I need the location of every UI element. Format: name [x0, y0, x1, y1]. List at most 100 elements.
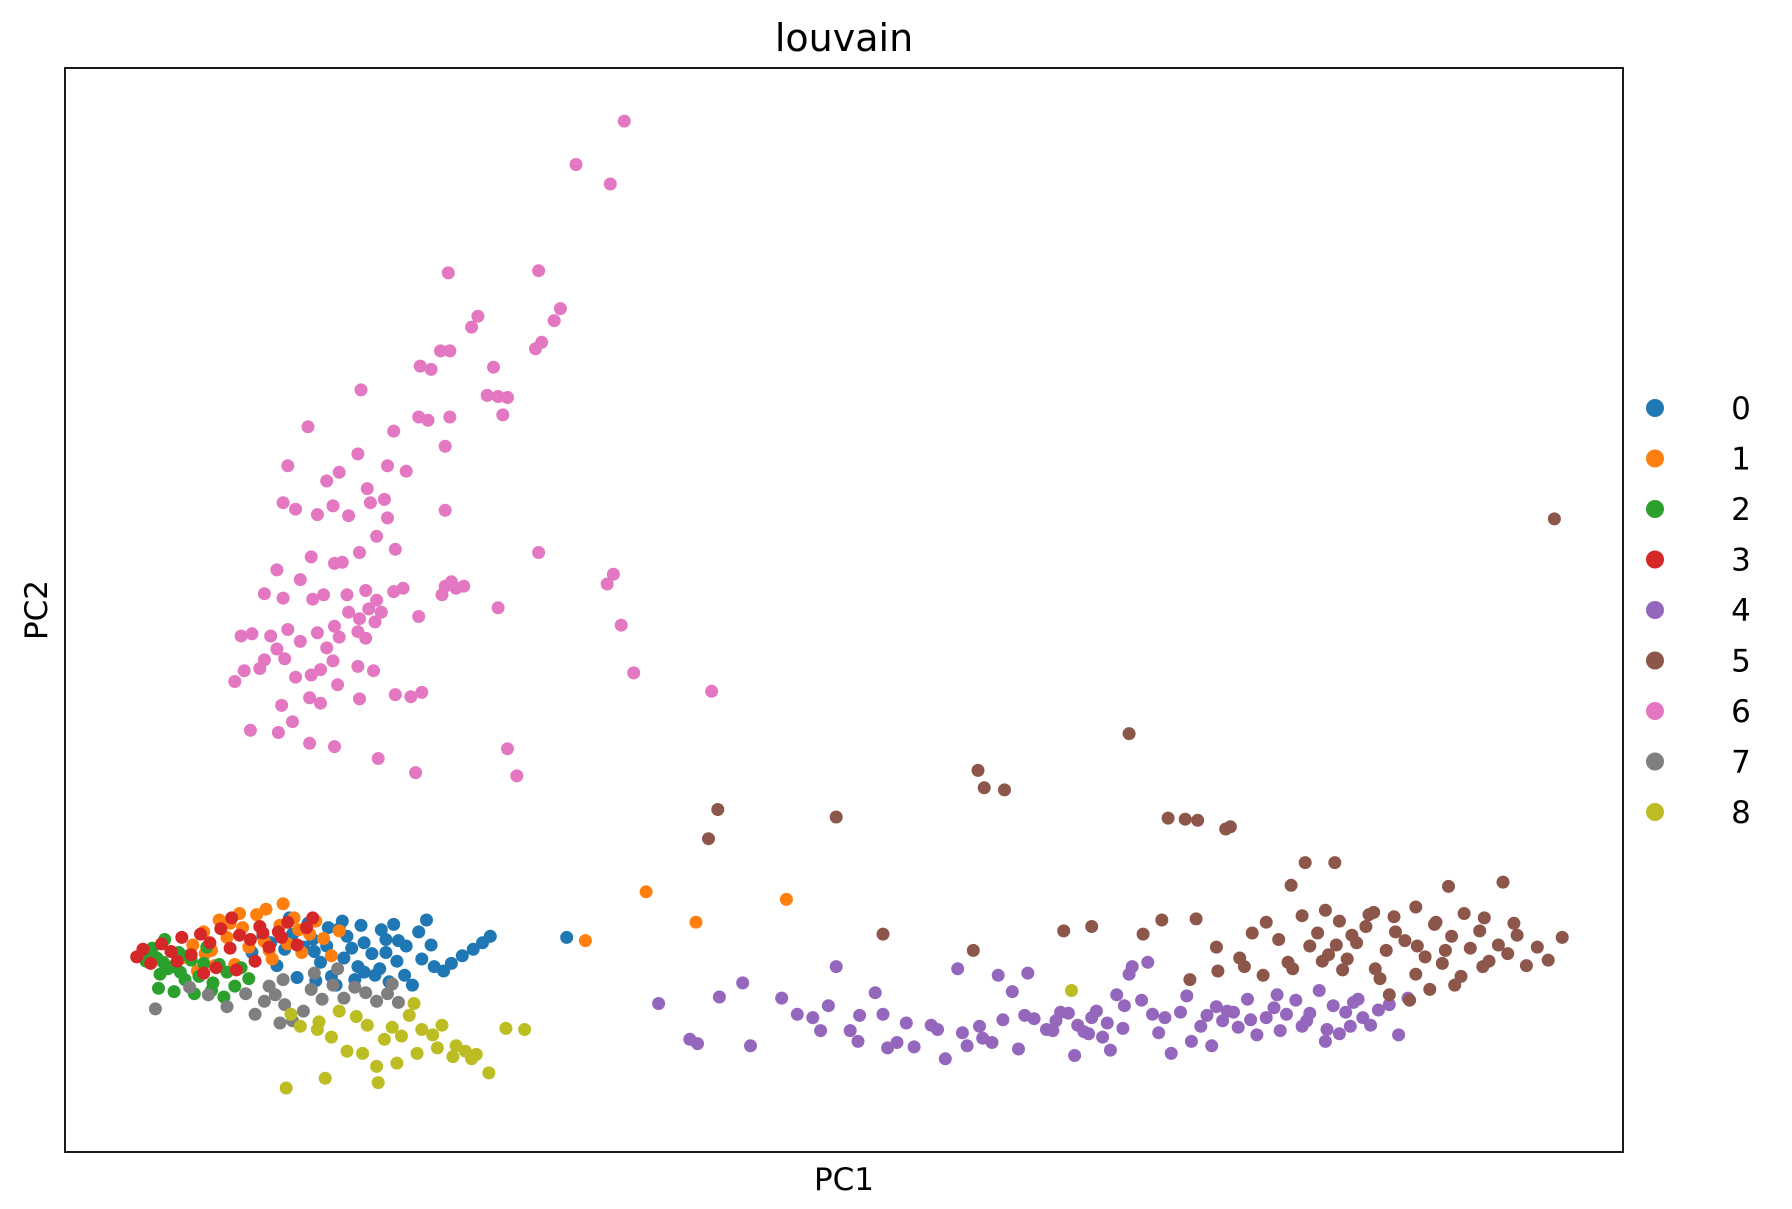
point-series-6-104	[303, 736, 317, 750]
point-series-3-5	[175, 930, 189, 944]
point-series-5-80	[1345, 928, 1359, 942]
legend-label-3: 3	[1731, 543, 1751, 579]
point-series-5-13	[1298, 856, 1312, 870]
points-layer	[130, 114, 1569, 1095]
legend-label-0: 0	[1731, 391, 1751, 427]
legend-item-6: 6	[1646, 694, 1751, 730]
point-series-6-71	[234, 629, 248, 643]
point-series-6-1	[569, 158, 583, 171]
point-series-6-23	[301, 420, 315, 434]
point-series-0-31	[466, 942, 480, 956]
point-series-5-56	[1530, 940, 1544, 954]
point-series-7-16	[359, 986, 373, 1000]
point-series-4-88	[1343, 1019, 1357, 1033]
point-series-3-20	[229, 963, 243, 977]
point-series-0-21	[405, 978, 419, 992]
point-series-4-48	[1164, 1046, 1178, 1060]
point-series-6-19	[443, 410, 457, 424]
point-series-5-1	[1122, 727, 1136, 741]
point-series-5-40	[1379, 943, 1393, 957]
point-series-4-95	[1012, 1042, 1025, 1056]
point-series-6-96	[275, 698, 289, 712]
point-series-4-83	[1227, 1005, 1240, 1019]
point-series-5-65	[1315, 954, 1329, 968]
point-series-5-16	[1496, 875, 1510, 889]
point-series-5-82	[1410, 939, 1424, 953]
point-series-5-5	[711, 803, 725, 816]
point-series-1-31	[639, 885, 653, 899]
point-series-5-20	[1057, 924, 1071, 938]
point-series-1-1	[186, 938, 200, 952]
point-series-6-38	[438, 503, 452, 517]
point-series-8-23	[284, 1007, 298, 1021]
point-series-4-97	[907, 1040, 921, 1054]
series-2	[139, 933, 256, 1004]
point-series-5-79	[1362, 908, 1376, 922]
point-series-4-89	[1351, 992, 1365, 1006]
point-series-4-68	[1326, 999, 1340, 1013]
point-series-4-96	[976, 1031, 990, 1045]
point-series-8-21	[410, 1046, 424, 1060]
point-series-6-21	[351, 447, 365, 461]
point-series-4-12	[843, 1024, 857, 1038]
point-series-6-5	[535, 335, 549, 349]
point-series-3-24	[275, 930, 289, 944]
point-series-6-44	[270, 563, 284, 577]
point-series-5-6	[829, 810, 843, 824]
point-series-4-45	[1141, 955, 1155, 969]
point-series-4-91	[1103, 1043, 1117, 1057]
point-series-6-94	[627, 666, 641, 680]
point-series-6-62	[310, 626, 324, 640]
point-series-4-2	[691, 1037, 704, 1051]
point-series-6-57	[342, 605, 356, 619]
point-series-5-70	[1183, 973, 1197, 987]
point-series-6-16	[438, 439, 452, 453]
point-series-8-28	[446, 1050, 460, 1064]
legend-label-2: 2	[1731, 492, 1751, 528]
point-series-6-9	[443, 344, 457, 358]
point-series-6-51	[359, 584, 373, 597]
point-series-6-83	[367, 664, 380, 678]
point-series-6-81	[326, 654, 340, 668]
point-series-6-2	[603, 177, 617, 191]
point-series-0-26	[415, 952, 429, 966]
point-series-3-23	[256, 926, 270, 940]
point-series-0-51	[379, 933, 393, 946]
series-8	[279, 984, 1078, 1095]
point-series-5-43	[1409, 967, 1423, 981]
point-series-1-19	[324, 949, 338, 963]
point-series-6-31	[289, 502, 303, 516]
point-series-6-110	[465, 320, 479, 334]
point-series-4-78	[1117, 999, 1131, 1013]
point-series-6-105	[371, 752, 385, 765]
point-series-2-17	[167, 985, 181, 999]
point-series-5-54	[1510, 928, 1524, 942]
point-series-4-90	[1096, 1030, 1110, 1044]
point-series-4-53	[1205, 1039, 1219, 1053]
point-series-7-17	[370, 994, 384, 1008]
legend-item-8: 8	[1646, 795, 1751, 831]
point-series-4-61	[1273, 1024, 1287, 1038]
point-series-5-23	[1155, 913, 1169, 927]
point-series-4-51	[1194, 1019, 1208, 1033]
point-series-6-3	[441, 266, 455, 280]
point-series-5-62	[1448, 978, 1462, 992]
point-series-7-19	[391, 995, 405, 1009]
point-series-8-32	[312, 1015, 326, 1029]
point-series-6-103	[271, 726, 285, 739]
point-series-1-26	[276, 897, 290, 911]
series-6	[228, 114, 719, 783]
point-series-0-47	[424, 938, 438, 952]
point-series-4-67	[1320, 1023, 1334, 1036]
point-series-8-6	[385, 1020, 399, 1034]
point-series-8-24	[332, 1004, 346, 1018]
point-series-8-29	[465, 1052, 479, 1066]
point-series-7-20	[262, 979, 276, 993]
point-series-6-58	[353, 612, 366, 626]
point-series-4-26	[991, 968, 1005, 982]
point-series-6-29	[377, 492, 391, 506]
point-series-4-73	[1364, 1018, 1378, 1032]
point-series-5-76	[1477, 911, 1491, 925]
legend-marker-3	[1646, 550, 1664, 569]
